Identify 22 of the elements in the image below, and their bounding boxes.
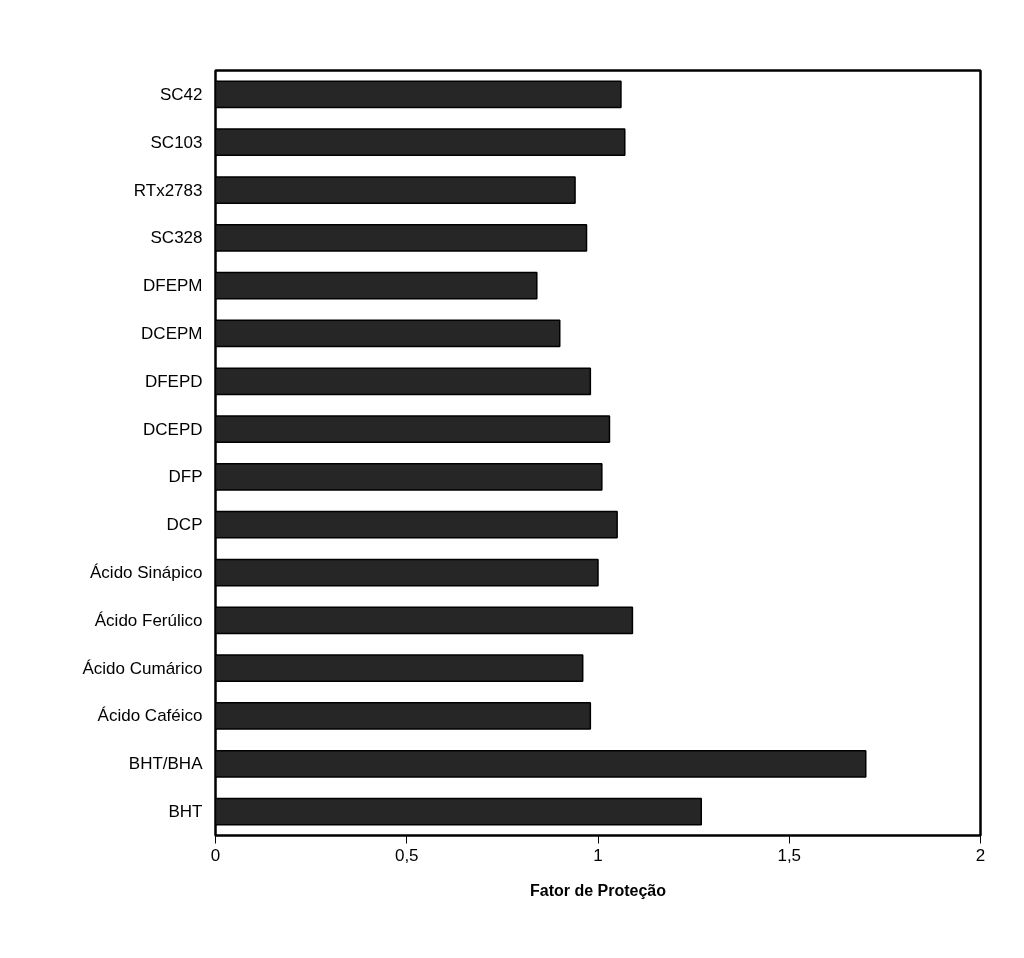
y-tick-label: BHT/BHA xyxy=(128,754,204,774)
y-tick-label: SC42 xyxy=(159,84,203,104)
y-tick-label: DFEPM xyxy=(143,276,203,296)
y-tick-label: Ácido Sinápico xyxy=(90,563,203,583)
y-tick-label: BHT xyxy=(168,802,203,822)
y-tick-label: SC328 xyxy=(150,228,203,248)
y-tick-label: RTx2783 xyxy=(133,180,203,200)
y-tick-label: DFP xyxy=(168,467,203,487)
y-tick-label: DFEPD xyxy=(144,371,203,391)
y-tick-label: Ácido Ferúlico xyxy=(94,610,203,630)
y-tick-label: DCP xyxy=(166,515,203,535)
y-tick-label: DCEPM xyxy=(141,323,203,343)
x-tick-label: 2 xyxy=(975,845,986,865)
x-tick-label: 0,5 xyxy=(394,845,419,865)
y-tick-label: DCEPD xyxy=(142,419,203,439)
y-tick-label: Ácido Caféico xyxy=(97,706,203,726)
x-axis-title: Fator de Proteção xyxy=(529,881,667,899)
x-tick-label: 0 xyxy=(210,845,221,865)
x-tick-label: 1 xyxy=(593,845,603,865)
y-tick-label: Ácido Cumárico xyxy=(82,658,203,678)
y-tick-label: SC103 xyxy=(150,132,203,152)
x-tick-label: 1,5 xyxy=(777,845,802,865)
